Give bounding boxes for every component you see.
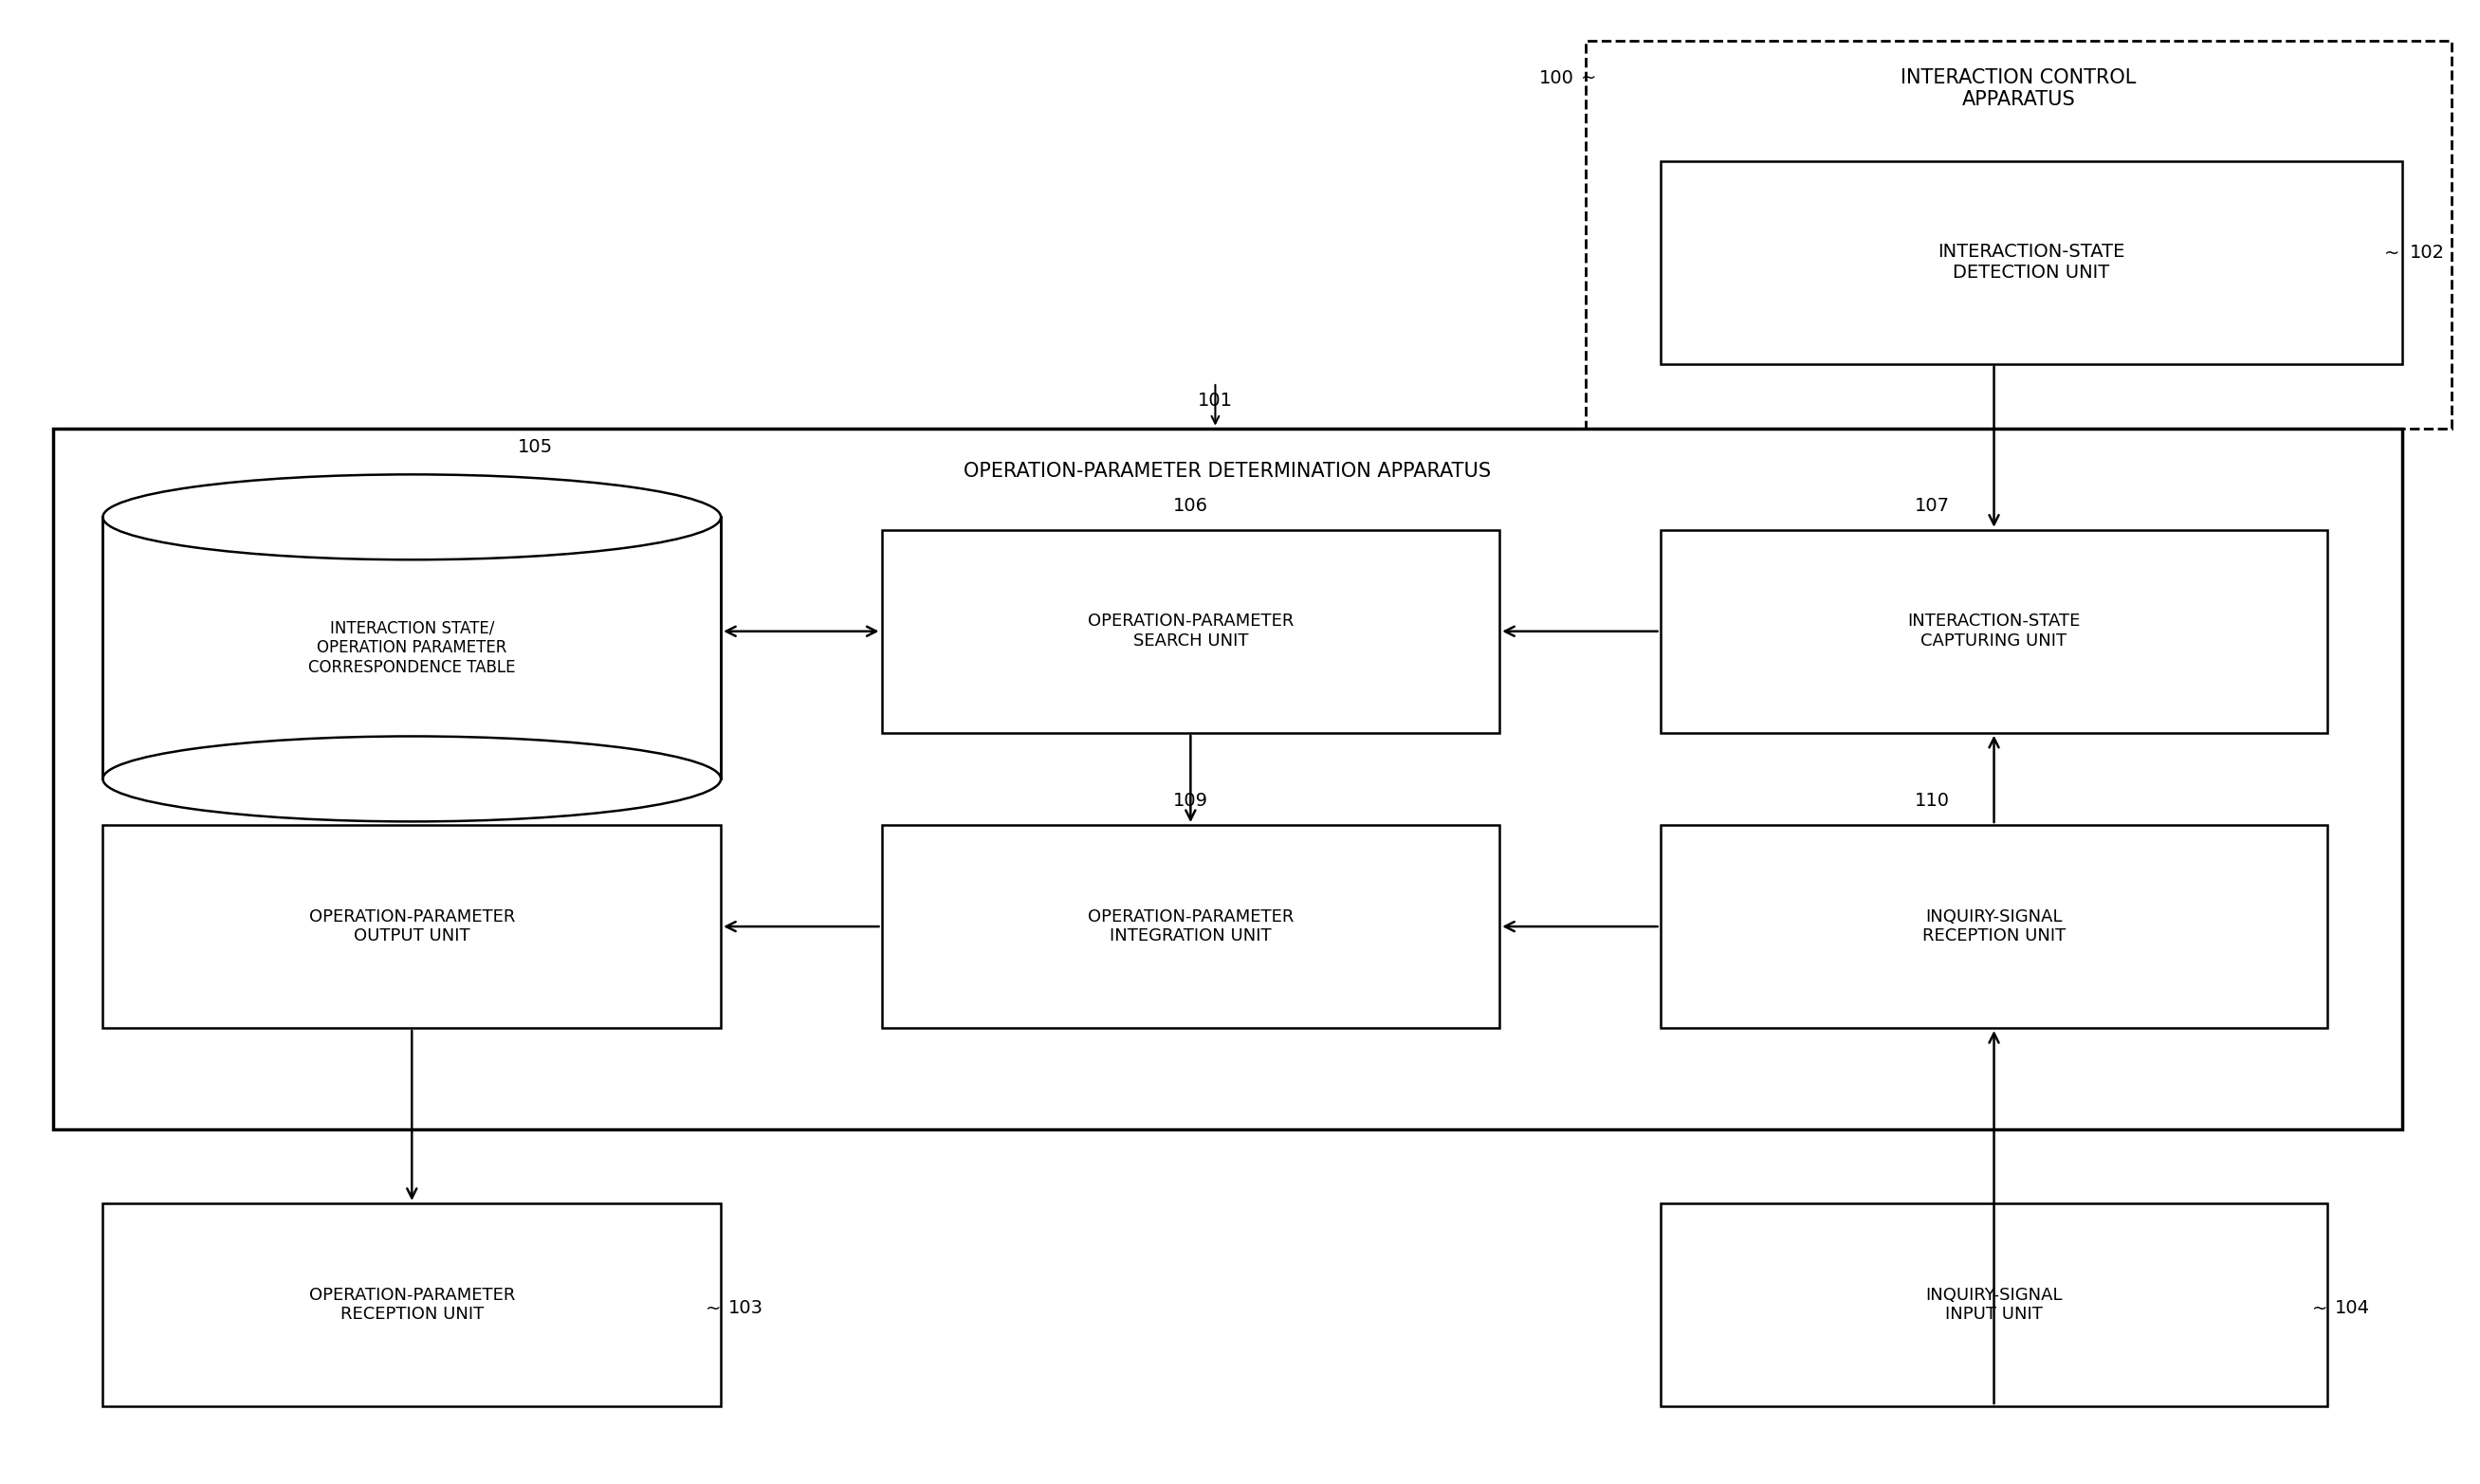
Text: OPERATION-PARAMETER
INTEGRATION UNIT: OPERATION-PARAMETER INTEGRATION UNIT [1089,908,1295,945]
Text: 108: 108 [283,792,317,810]
FancyBboxPatch shape [1659,1204,2329,1407]
FancyBboxPatch shape [880,530,1500,733]
FancyBboxPatch shape [1587,42,2450,429]
FancyBboxPatch shape [1659,530,2329,733]
Text: 106: 106 [1173,497,1208,515]
Text: INQUIRY-SIGNAL
RECEPTION UNIT: INQUIRY-SIGNAL RECEPTION UNIT [1922,908,2066,945]
Text: ~: ~ [2383,243,2401,263]
Text: 103: 103 [729,1300,764,1318]
Ellipse shape [102,475,722,559]
Text: ~: ~ [1582,68,1597,86]
Text: OPERATION-PARAMETER
RECEPTION UNIT: OPERATION-PARAMETER RECEPTION UNIT [310,1287,516,1324]
Text: ~: ~ [2311,1300,2329,1318]
Text: INTERACTION CONTROL
APPARATUS: INTERACTION CONTROL APPARATUS [1902,68,2135,110]
Text: 101: 101 [1198,392,1233,410]
FancyBboxPatch shape [1659,825,2329,1028]
Text: INTERACTION-STATE
DETECTION UNIT: INTERACTION-STATE DETECTION UNIT [1937,243,2125,282]
FancyBboxPatch shape [880,825,1500,1028]
FancyBboxPatch shape [1659,160,2403,364]
Text: 107: 107 [1915,497,1949,515]
Text: INTERACTION STATE/
OPERATION PARAMETER
CORRESPONDENCE TABLE: INTERACTION STATE/ OPERATION PARAMETER C… [308,620,516,677]
Text: 102: 102 [2408,243,2445,263]
Text: 105: 105 [518,438,553,456]
Text: INTERACTION-STATE
CAPTURING UNIT: INTERACTION-STATE CAPTURING UNIT [1907,613,2081,650]
FancyBboxPatch shape [102,825,722,1028]
Text: 104: 104 [2336,1300,2371,1318]
Text: OPERATION-PARAMETER
OUTPUT UNIT: OPERATION-PARAMETER OUTPUT UNIT [310,908,516,945]
Text: 100: 100 [1538,68,1575,86]
FancyBboxPatch shape [102,1204,722,1407]
Text: OPERATION-PARAMETER DETERMINATION APPARATUS: OPERATION-PARAMETER DETERMINATION APPARA… [965,462,1490,481]
FancyBboxPatch shape [102,516,722,779]
Text: OPERATION-PARAMETER
SEARCH UNIT: OPERATION-PARAMETER SEARCH UNIT [1089,613,1295,650]
Text: ~: ~ [704,1300,722,1318]
Text: INQUIRY-SIGNAL
INPUT UNIT: INQUIRY-SIGNAL INPUT UNIT [1924,1287,2063,1324]
FancyBboxPatch shape [55,429,2403,1129]
Ellipse shape [102,736,722,822]
Text: 110: 110 [1915,792,1949,810]
Text: 109: 109 [1173,792,1208,810]
